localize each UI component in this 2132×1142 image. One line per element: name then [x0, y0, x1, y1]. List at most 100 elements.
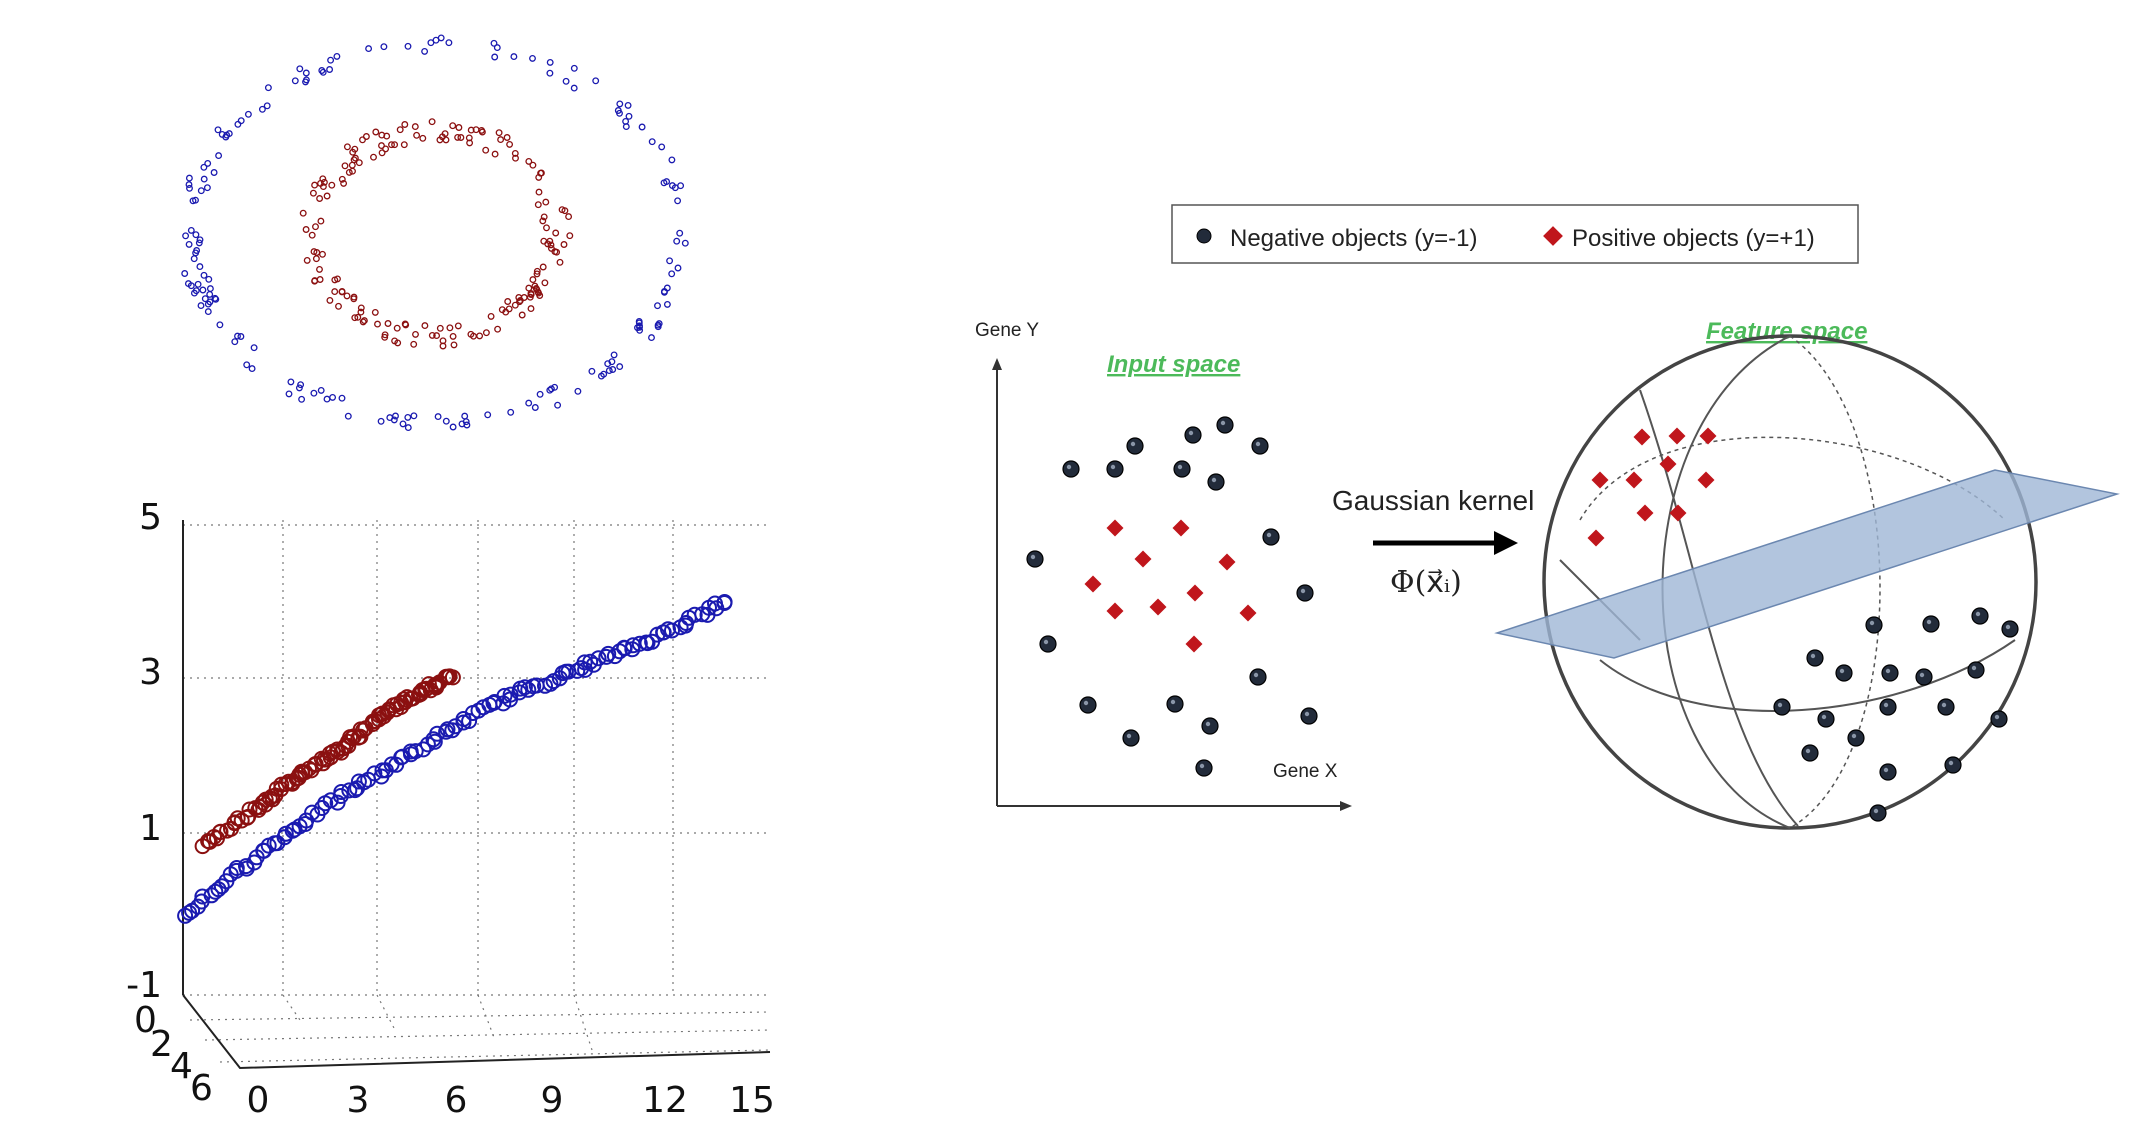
- ring-point: [372, 128, 380, 136]
- positive-point: [1106, 602, 1124, 620]
- negative-point: [1881, 664, 1899, 682]
- positive-point: [1591, 471, 1609, 489]
- ring-point: [616, 100, 624, 108]
- negative-point: [1922, 615, 1940, 633]
- ring-point: [250, 344, 258, 352]
- ring-point: [205, 275, 213, 283]
- ring-point: [182, 232, 190, 240]
- ring-point: [487, 312, 495, 320]
- negative-point: [1251, 437, 1269, 455]
- ring-point: [636, 326, 644, 334]
- negative-point: [1773, 698, 1791, 716]
- ring-point: [357, 304, 365, 312]
- scatter-3d-point: [394, 748, 411, 765]
- scatter-3d-point: [429, 725, 446, 742]
- ring-point: [402, 321, 410, 329]
- negative-point: [1106, 460, 1124, 478]
- ring-point: [195, 239, 203, 247]
- ring-point: [449, 122, 457, 130]
- ring-point: [554, 401, 562, 409]
- scatter-3d-point: [228, 860, 245, 876]
- ring-point: [248, 365, 256, 373]
- scatter-3d-point: [347, 782, 363, 799]
- ring-point: [466, 139, 474, 147]
- ring-point: [609, 366, 617, 373]
- legend-box: [1171, 204, 1859, 264]
- scatter-3d-point: [373, 706, 390, 723]
- ring-point: [295, 384, 303, 392]
- ring-point: [536, 292, 544, 299]
- ring-point: [411, 123, 419, 131]
- ring-point: [309, 189, 317, 197]
- scatter-3d-point: [582, 653, 599, 670]
- ring-point: [194, 280, 202, 288]
- ring-point: [404, 413, 412, 421]
- scatter-3d-point: [542, 675, 559, 692]
- negative-point: [1296, 584, 1314, 602]
- ring-point: [525, 399, 533, 407]
- ring-point: [317, 386, 325, 394]
- ring-point: [565, 213, 573, 221]
- scatter-3d-points: [177, 594, 733, 924]
- ring-point: [328, 181, 336, 189]
- ring-point: [529, 276, 537, 284]
- scatter-3d-point: [600, 645, 617, 662]
- ring-point: [317, 217, 325, 225]
- scatter-3d-point: [238, 858, 254, 875]
- negative-point: [1300, 707, 1318, 725]
- ring-point: [323, 395, 331, 403]
- ring-point: [298, 395, 306, 403]
- ring-point: [648, 138, 656, 146]
- ring-point: [540, 213, 548, 221]
- ring-point: [428, 118, 436, 126]
- x-tick-label: 0: [247, 1080, 270, 1121]
- scatter-3d-point: [686, 606, 703, 623]
- ring-point: [196, 236, 204, 244]
- negative-point: [1937, 698, 1955, 716]
- negative-point: [1944, 756, 1962, 774]
- ring-point: [400, 141, 408, 149]
- ring-point: [381, 333, 389, 341]
- scatter-3d-point: [516, 679, 533, 696]
- ring-point: [412, 330, 419, 338]
- scatter-3d-point: [420, 676, 437, 693]
- ring-point: [312, 255, 320, 263]
- ring-point: [196, 263, 204, 271]
- ring-point: [457, 134, 465, 141]
- ring-point: [401, 121, 409, 128]
- ring-point: [433, 332, 441, 340]
- ring-point: [410, 412, 418, 420]
- ring-point: [570, 64, 578, 72]
- negative-point: [1195, 759, 1213, 777]
- feature-negative-points: [1773, 607, 2019, 822]
- negative-point: [1079, 696, 1097, 714]
- negative-point: [1184, 426, 1202, 444]
- ring-point: [529, 54, 536, 62]
- ring-point: [350, 295, 358, 303]
- ring-point: [311, 277, 319, 285]
- x-tick-label: 3: [347, 1080, 370, 1121]
- ring-point: [543, 224, 550, 232]
- ring-point: [428, 331, 436, 339]
- ring-point: [302, 226, 310, 233]
- ring-point: [673, 237, 681, 245]
- ring-point: [302, 76, 310, 84]
- ring-point: [455, 124, 463, 131]
- ring-point: [454, 133, 462, 141]
- ring-point: [541, 279, 549, 287]
- ring-point: [404, 424, 412, 432]
- negative-point: [1201, 717, 1219, 735]
- ring-point: [638, 123, 646, 131]
- ring-point: [666, 257, 674, 265]
- ring-point: [525, 157, 533, 165]
- positive-point: [1697, 471, 1715, 489]
- ring-point: [503, 134, 511, 141]
- ring-point: [351, 145, 359, 153]
- negative-point: [1216, 416, 1234, 434]
- ring-point: [308, 231, 316, 239]
- ring-point: [539, 263, 547, 271]
- scatter-3d-point: [419, 736, 436, 753]
- scatter-3d-point: [415, 741, 432, 758]
- ring-point: [323, 192, 331, 200]
